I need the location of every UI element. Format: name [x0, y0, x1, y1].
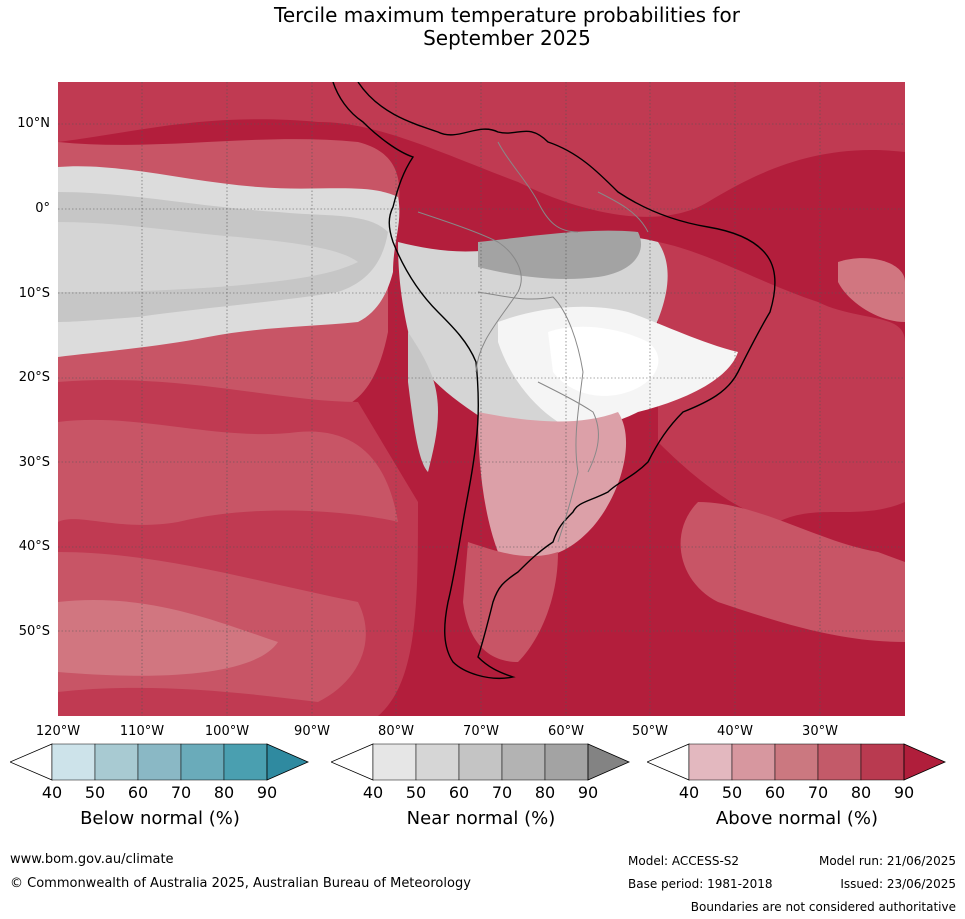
title-line-2: September 2025: [423, 26, 591, 50]
copyright-text: © Commonwealth of Australia 2025, Austra…: [10, 876, 471, 891]
title-line-1: Tercile maximum temperature probabilitie…: [274, 3, 740, 27]
lat-label: 50°S: [18, 624, 50, 639]
lon-label: 110°W: [119, 724, 165, 739]
tick-label: 40: [41, 783, 63, 802]
above-normal-zone: [658, 242, 905, 522]
tick-label: 70: [170, 783, 192, 802]
tick-label: 90: [256, 783, 278, 802]
colorbar-above-normal: [647, 743, 946, 781]
neutral-zone: [548, 326, 659, 396]
colorbar-below-normal: [10, 743, 309, 781]
tick-label: 60: [127, 783, 149, 802]
above-normal-zone: [680, 502, 905, 642]
tick-label: 60: [448, 783, 470, 802]
lon-label: 70°W: [463, 724, 499, 739]
above-normal-zone: [838, 258, 905, 322]
above-normal-zone: [463, 542, 558, 662]
above-normal-zone: [58, 600, 278, 676]
lat-label: 10°S: [18, 286, 50, 301]
colorbar-label-below: Below normal (%): [80, 808, 240, 829]
near-normal-zone: [408, 332, 438, 472]
tick-label: 90: [893, 783, 915, 802]
lon-label: 30°W: [802, 724, 838, 739]
tick-label: 90: [577, 783, 599, 802]
country-borders: [417, 141, 649, 543]
lon-label: 90°W: [294, 724, 330, 739]
lon-label: 120°W: [35, 724, 81, 739]
tick-label: 80: [213, 783, 235, 802]
model-name: Model: ACCESS-S2: [628, 854, 740, 868]
lon-label: 50°W: [632, 724, 668, 739]
tick-label: 50: [84, 783, 106, 802]
near-normal-zone: [58, 222, 358, 292]
lat-label: 40°S: [18, 539, 50, 554]
tick-label: 80: [534, 783, 556, 802]
issued-date: Issued: 23/06/2025: [840, 877, 956, 891]
model-run-date: Model run: 21/06/2025: [818, 854, 956, 868]
colorbar-label-near: Near normal (%): [406, 808, 556, 829]
colorbar-near-normal: [331, 743, 630, 781]
tick-label: 40: [678, 783, 700, 802]
above-normal-zone: [478, 412, 627, 558]
tick-label: 70: [491, 783, 513, 802]
tick-label: 80: [850, 783, 872, 802]
coastline: [332, 82, 776, 679]
graticule: [58, 82, 905, 716]
tick-label: 40: [362, 783, 384, 802]
probability-map: [58, 82, 905, 716]
lat-label: 0°: [35, 201, 50, 216]
tick-label: 70: [807, 783, 829, 802]
map-title: Tercile maximum temperature probabilitie…: [0, 4, 965, 50]
lon-label: 60°W: [548, 724, 584, 739]
lat-label: 20°S: [18, 370, 50, 385]
lat-label: 10°N: [17, 116, 50, 131]
tick-label: 50: [721, 783, 743, 802]
base-period: Base period: 1981-2018: [628, 877, 773, 891]
lat-label: 30°S: [18, 455, 50, 470]
lon-label: 80°W: [378, 724, 414, 739]
lon-label: 100°W: [204, 724, 250, 739]
website-link[interactable]: www.bom.gov.au/climate: [10, 852, 174, 867]
boundary-disclaimer: Boundaries are not considered authoritat…: [690, 900, 956, 914]
lon-label: 40°W: [717, 724, 753, 739]
tick-label: 50: [405, 783, 427, 802]
above-normal-zone: [58, 82, 905, 217]
colorbar-label-above: Above normal (%): [715, 808, 879, 829]
tick-label: 60: [764, 783, 786, 802]
above-normal-zone: [58, 419, 398, 525]
